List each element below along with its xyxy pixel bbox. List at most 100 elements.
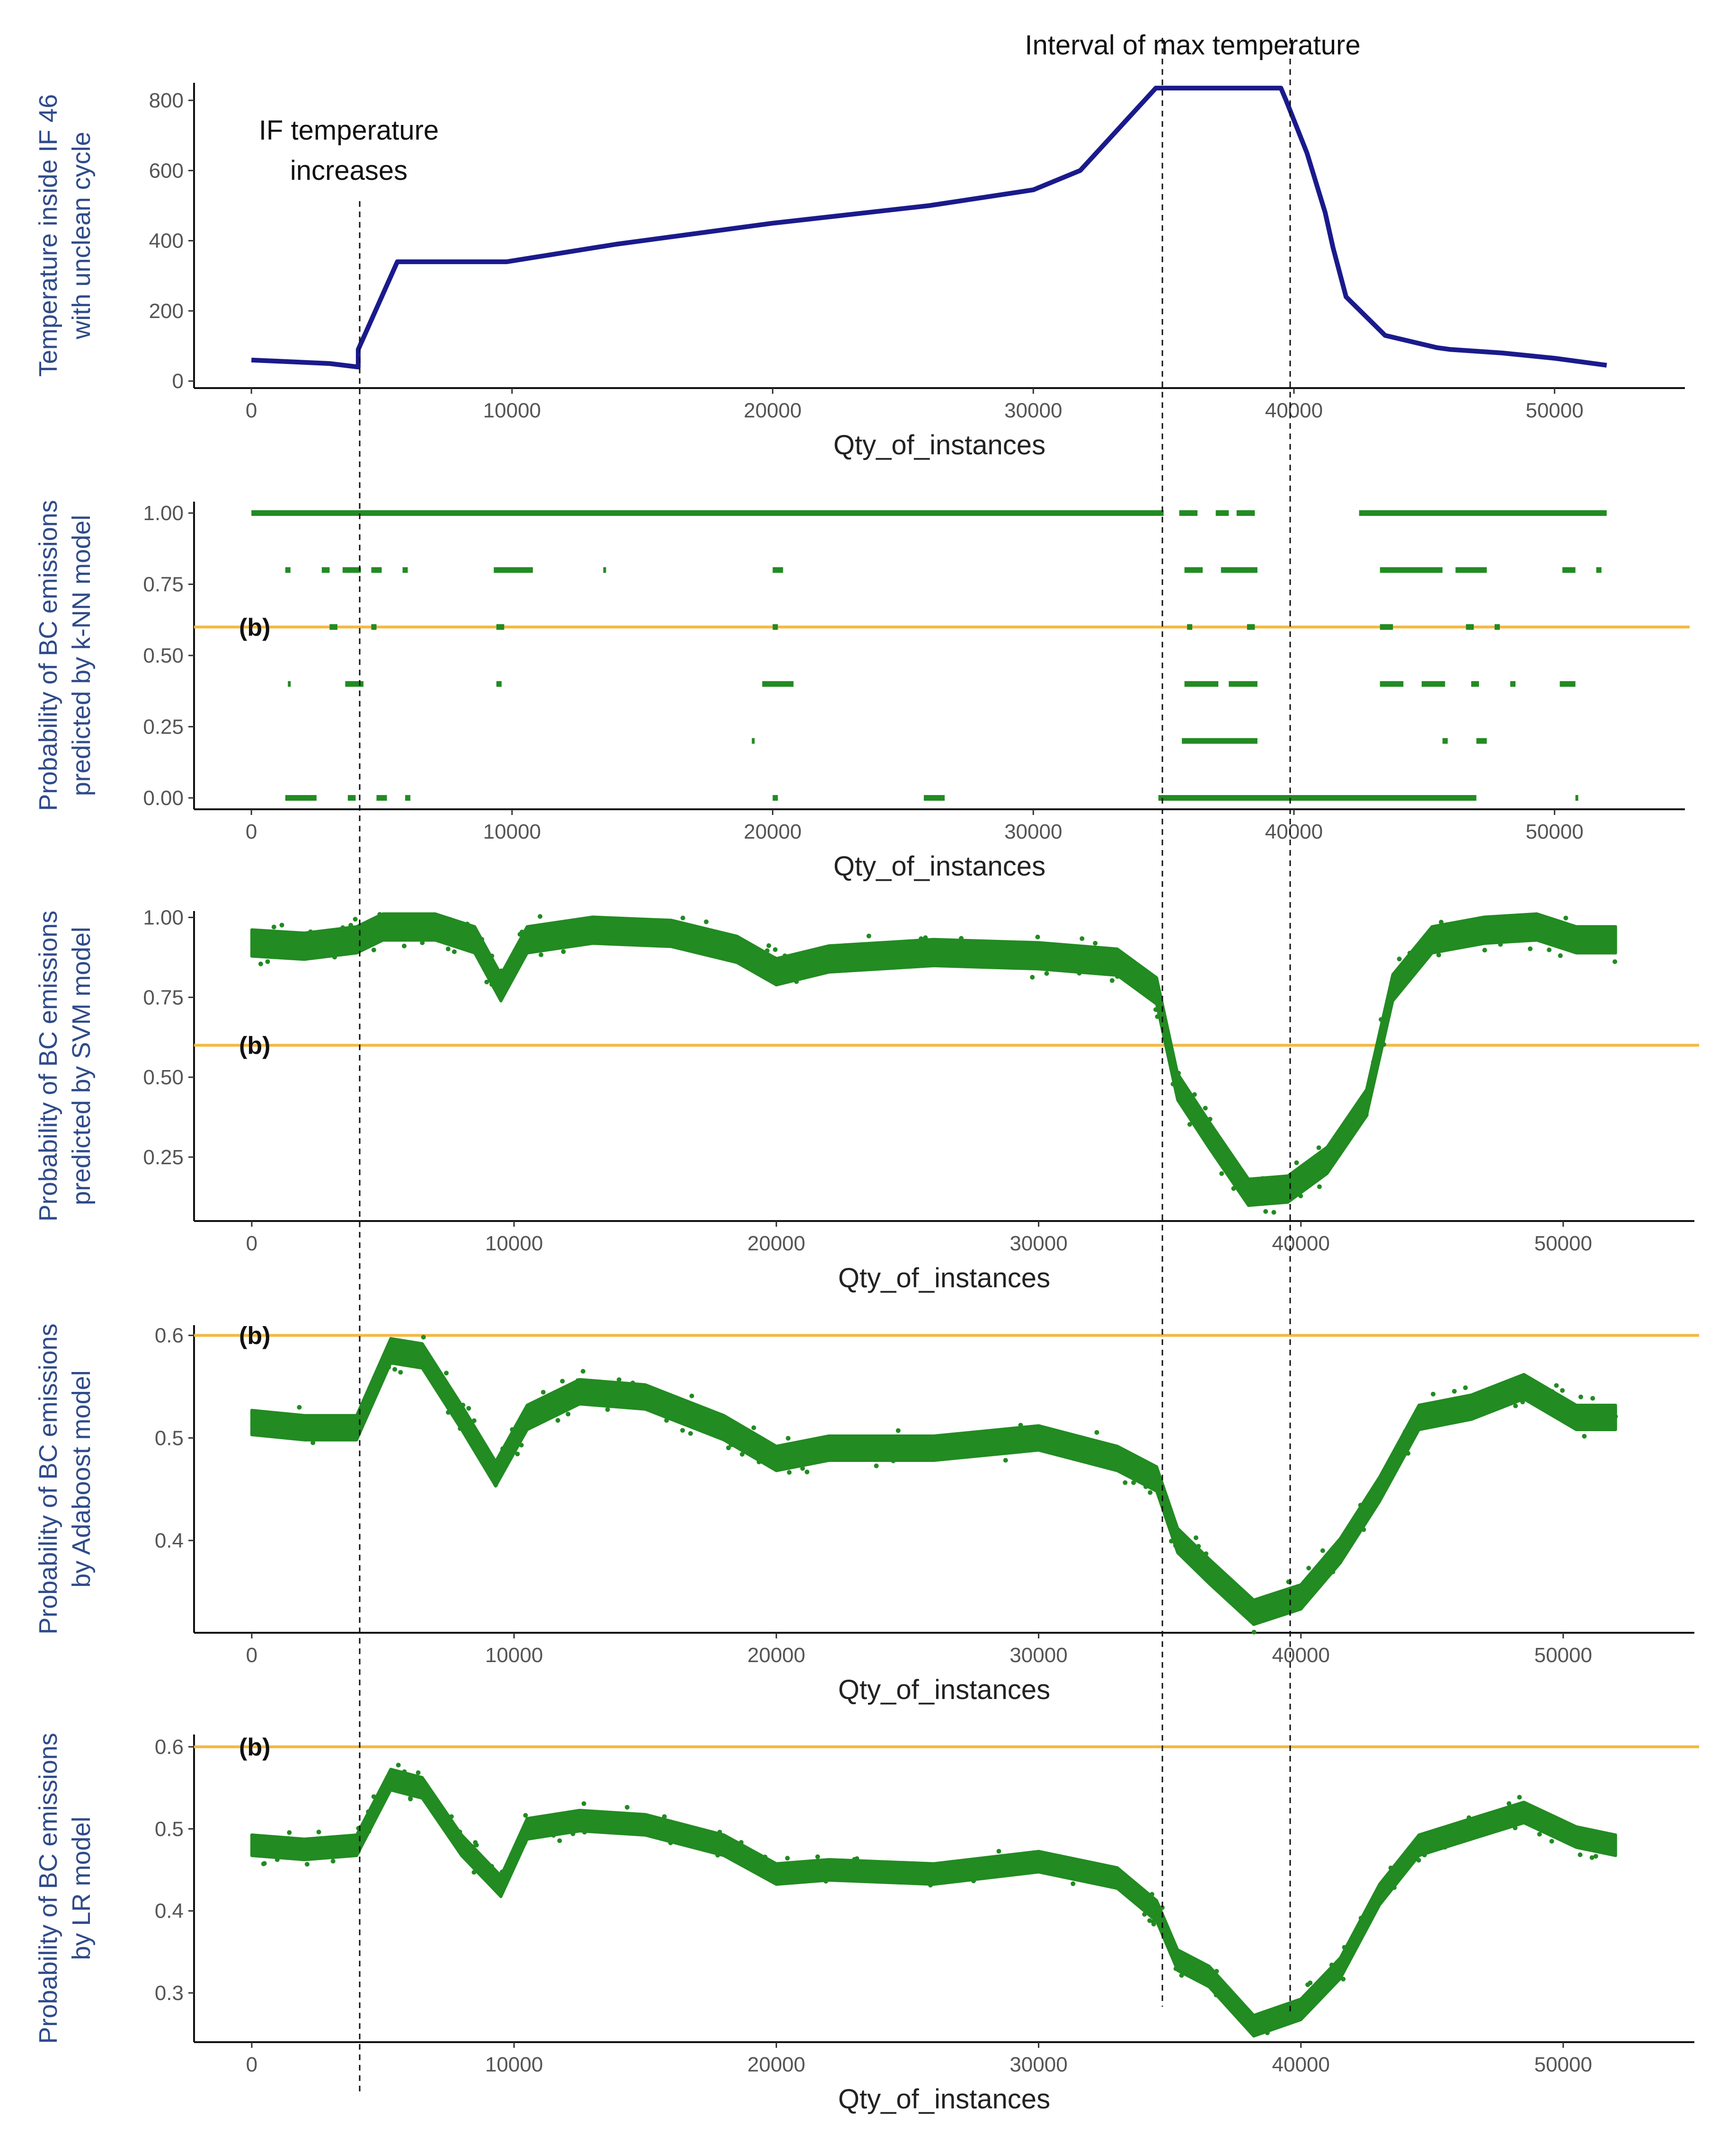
adaboost-probability-point <box>1402 1429 1408 1434</box>
svm-probability-point <box>1528 946 1533 951</box>
svm-probability-point <box>1298 1194 1303 1198</box>
svm-probability-point <box>1569 938 1575 944</box>
svm-probability-point <box>680 915 685 921</box>
svm-probability-point <box>1035 934 1040 939</box>
adaboost-x-tick-label: 30000 <box>1010 1644 1067 1667</box>
lr-probability-point <box>1341 1976 1346 1982</box>
lr-probability-point <box>930 1878 935 1883</box>
adaboost-probability-point <box>1123 1480 1128 1485</box>
adaboost-probability-point <box>1591 1411 1596 1416</box>
lr-probability-point <box>1511 1812 1516 1817</box>
adaboost-probability-point <box>1306 1566 1311 1571</box>
svm-probability-point <box>1368 1087 1373 1092</box>
lr-probability-point <box>287 1830 292 1835</box>
svm-probability-point <box>1563 915 1568 921</box>
adaboost-probability-point <box>1235 1603 1240 1608</box>
adaboost-probability-point <box>728 1442 734 1447</box>
adaboost-probability-point <box>538 1401 543 1406</box>
lr-probability-point <box>1443 1845 1448 1850</box>
svm-probability-point <box>1253 1178 1258 1183</box>
svm-probability-point <box>258 961 263 966</box>
svm-probability-point <box>923 935 928 940</box>
lr-probability-point <box>499 1869 505 1875</box>
adaboost-probability-point <box>500 1446 505 1452</box>
svm-probability-point <box>1231 1186 1236 1191</box>
lr-probability-point <box>677 1834 682 1840</box>
lr-x-axis-label: Qty_of_instances <box>838 2084 1050 2115</box>
svm-probability-point <box>377 912 382 917</box>
lr-probability-point <box>522 1840 527 1845</box>
knn-prediction-segment <box>347 795 356 801</box>
knn-prediction-segment <box>923 795 945 801</box>
svm-probability-point <box>360 938 365 943</box>
lr-probability-point <box>1283 2015 1288 2020</box>
svm-probability-point <box>279 922 284 928</box>
adaboost-probability-point <box>800 1466 805 1471</box>
svm-probability-point <box>1176 1071 1181 1076</box>
lr-probability-point <box>1209 1986 1214 1991</box>
svm-probability-point <box>1612 959 1618 964</box>
lr-probability-point <box>1181 1953 1187 1958</box>
svm-probability-point <box>489 953 495 958</box>
svm-probability-point <box>1080 936 1085 941</box>
adaboost-probability-point <box>1131 1457 1136 1462</box>
svm-probability-point <box>1137 976 1142 981</box>
svm-probability-point <box>1407 950 1412 956</box>
svm-probability-point <box>1317 1184 1322 1189</box>
svm-probability-point <box>353 917 358 922</box>
lr-probability-point <box>785 1856 790 1861</box>
adaboost-probability-point <box>576 1378 580 1383</box>
adaboost-probability-point <box>1243 1596 1249 1601</box>
knn-prediction-segment <box>1247 624 1255 630</box>
svm-probability-point <box>1558 953 1563 958</box>
svm-probability-point <box>1263 1209 1268 1214</box>
lr-probability-point <box>1599 1833 1604 1839</box>
adaboost-probability-point <box>1547 1400 1551 1406</box>
lr-probability-point <box>587 1812 593 1817</box>
lr-probability-point <box>1188 1960 1194 1965</box>
adaboost-probability-point <box>1301 1581 1306 1586</box>
adaboost-probability-point <box>266 1424 271 1429</box>
lr-probability-point <box>470 1844 475 1849</box>
svm-probability-point <box>1408 957 1413 963</box>
lr-probability-point <box>625 1805 630 1810</box>
lr-probability-point <box>457 1841 462 1846</box>
svm-probability-point <box>866 933 871 938</box>
svm-probability-point <box>649 930 655 936</box>
lr-probability-point <box>1513 1825 1518 1831</box>
svm-probability-point <box>1171 1059 1176 1064</box>
svm-probability-point <box>332 955 337 960</box>
adaboost-probability-point <box>1361 1527 1366 1532</box>
knn-prediction-segment <box>371 567 382 573</box>
lr-probability-point <box>1213 1992 1219 1998</box>
adaboost-probability-point <box>938 1450 943 1454</box>
adaboost-x-tick-label: 10000 <box>485 1644 543 1667</box>
svm-y-tick-label: 0.50 <box>143 1066 184 1089</box>
max-temperature-annotation: Interval of max temperature <box>1025 30 1360 61</box>
svm-probability-point <box>443 937 448 942</box>
adaboost-probability-point <box>1230 1579 1235 1584</box>
adaboost-probability-point <box>1517 1385 1523 1390</box>
lr-probability-point <box>945 1863 950 1868</box>
adaboost-probability-point <box>1195 1545 1200 1550</box>
lr-probability-point <box>408 1796 413 1801</box>
svm-probability-point <box>1392 991 1398 996</box>
lr-probability-point <box>450 1838 455 1843</box>
svm-probability-point <box>520 952 525 957</box>
lr-probability-point <box>514 1843 519 1849</box>
svm-probability-point <box>1213 1131 1219 1136</box>
svm-probability-point <box>452 949 457 954</box>
svm-probability-point <box>693 938 698 944</box>
lr-probability-point <box>505 1871 510 1876</box>
lr-probability-point <box>424 1789 429 1795</box>
lr-probability-point <box>796 1874 801 1879</box>
lr-probability-point <box>928 1883 933 1888</box>
lr-probability-point <box>1358 1935 1363 1940</box>
adaboost-probability-point <box>491 1465 496 1470</box>
adaboost-probability-point <box>270 1416 275 1422</box>
adaboost-probability-point <box>519 1443 524 1448</box>
adaboost-probability-point <box>1463 1385 1468 1390</box>
svm-probability-point <box>1371 1060 1376 1065</box>
adaboost-probability-point <box>1334 1550 1339 1555</box>
lr-probability-point <box>1388 1865 1393 1870</box>
